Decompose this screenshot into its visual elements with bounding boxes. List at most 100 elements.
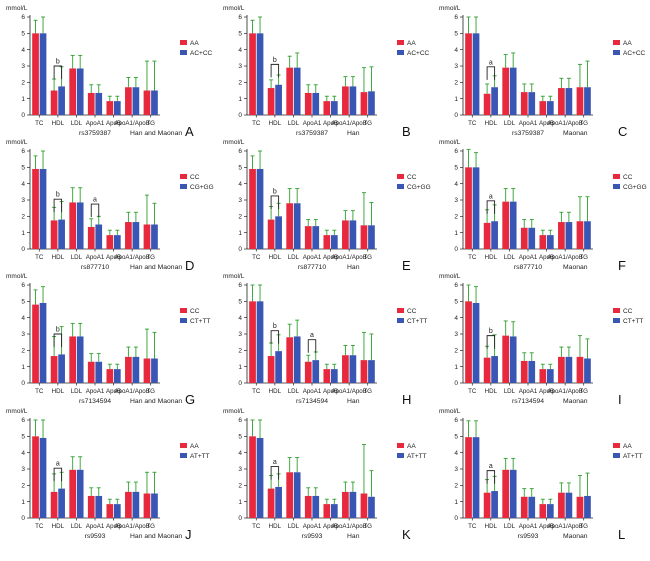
bar [312, 92, 320, 115]
bar [32, 436, 39, 518]
y-tick-label: 3 [21, 63, 25, 70]
panel-letter: E [402, 258, 411, 273]
bar [95, 224, 103, 249]
y-tick-label: 3 [454, 197, 458, 204]
x-tick-label: LDL [71, 254, 83, 261]
bar [249, 436, 256, 518]
caption-population: Maonan [563, 398, 588, 405]
x-tick-label: TC [468, 254, 477, 261]
y-tick-label: 2 [238, 348, 242, 355]
x-tick-label: ApoB [539, 388, 554, 395]
y-unit-label: mmol/L [6, 273, 28, 280]
y-tick-label: 0 [21, 112, 25, 119]
legend-label: AA [190, 40, 199, 47]
y-tick-label: 6 [238, 148, 242, 155]
y-tick-label: 5 [21, 434, 25, 441]
y-tick-label: 6 [454, 417, 458, 424]
bar [286, 67, 294, 115]
bar [330, 235, 338, 249]
significance-label: b [273, 323, 277, 330]
bar [143, 90, 151, 115]
y-tick-label: 4 [454, 47, 458, 54]
y-tick-label: 6 [454, 282, 458, 289]
legend-label: CT+TT [190, 318, 210, 325]
y-tick-label: 2 [454, 348, 458, 355]
panel-l: mmol/L 0 1 2 3 4 5 6 TC HDL LDL ApoA1 ApoBApoA1/ApoB… [439, 408, 643, 542]
bar [546, 101, 554, 115]
x-tick-label: TC [35, 120, 44, 127]
bar [50, 220, 58, 249]
x-tick-label: ApoB [106, 388, 121, 395]
bar [256, 168, 264, 249]
x-tick-label: TC [252, 254, 261, 261]
bar [113, 369, 121, 383]
bar [465, 437, 472, 518]
y-tick-label: 3 [454, 63, 458, 70]
significance-bracket [270, 63, 280, 78]
y-tick-label: 0 [238, 246, 242, 253]
y-tick-label: 4 [454, 450, 458, 457]
y-tick-label: 5 [238, 165, 242, 172]
bar [349, 491, 357, 518]
legend-label: AC+CC [623, 50, 646, 57]
bar [143, 224, 151, 249]
bar [95, 92, 103, 115]
caption-snp: rs9593 [85, 533, 106, 540]
bar [304, 92, 312, 115]
x-tick-label: TG [146, 120, 155, 127]
bar [576, 496, 584, 518]
legend-label: CG+GG [190, 184, 214, 191]
x-tick-label: TC [468, 523, 477, 530]
bar [323, 369, 331, 383]
bar [539, 369, 547, 383]
y-tick-label: 6 [454, 148, 458, 155]
y-tick-label: 1 [454, 499, 458, 506]
bar [330, 101, 338, 115]
x-tick-label: ApoA1/ApoB [331, 523, 366, 530]
bar [368, 91, 375, 115]
bar [132, 222, 140, 249]
significance-bracket [486, 66, 496, 80]
x-tick-label: LDL [288, 120, 300, 127]
bar [106, 504, 114, 518]
bar [267, 356, 275, 383]
x-tick-label: ApoA1/ApoB [547, 523, 582, 530]
panel-letter: A [185, 124, 194, 139]
y-unit-label: mmol/L [439, 5, 461, 12]
y-tick-label: 1 [238, 499, 242, 506]
bar [509, 469, 517, 518]
y-tick-label: 2 [454, 214, 458, 221]
bar [584, 87, 591, 115]
bar [472, 167, 480, 249]
y-tick-label: 1 [238, 96, 242, 103]
bar [465, 33, 472, 116]
y-tick-label: 3 [21, 197, 25, 204]
x-tick-label: LDL [288, 254, 300, 261]
bar [342, 220, 349, 249]
bar [465, 301, 472, 383]
bar [509, 336, 517, 383]
x-tick-label: TG [146, 388, 155, 395]
bar [323, 101, 331, 115]
bar [539, 235, 547, 249]
y-tick-label: 6 [21, 14, 25, 21]
y-tick-label: 3 [238, 466, 242, 473]
y-unit-label: mmol/L [439, 139, 461, 146]
legend-swatch [397, 50, 404, 55]
bar [528, 360, 536, 383]
caption-population: Han [347, 264, 360, 271]
significance-bracket [53, 65, 63, 80]
bar [528, 227, 536, 249]
bar [472, 302, 480, 383]
bar [528, 496, 536, 518]
panel-e: mmol/L 0 1 2 3 4 5 6 TC HDL LDL ApoA1 ApoBApoA1/ApoB… [223, 139, 431, 273]
x-tick-label: HDL [485, 388, 498, 395]
bar [39, 302, 47, 383]
y-tick-label: 5 [21, 299, 25, 306]
x-tick-label: HDL [269, 120, 282, 127]
y-tick-label: 2 [454, 483, 458, 490]
x-tick-label: HDL [52, 120, 65, 127]
panel-letter: G [185, 392, 195, 407]
legend-label: CG+GG [623, 184, 647, 191]
x-tick-label: ApoA1 [519, 523, 538, 530]
